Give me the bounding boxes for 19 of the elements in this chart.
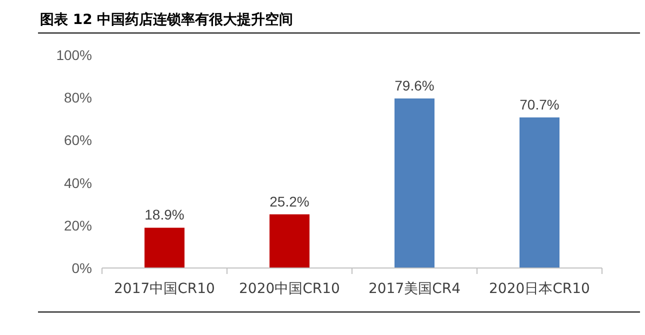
data-label: 79.6%: [394, 77, 434, 94]
chart-title: 图表 12 中国药店连锁率有很大提升空间: [40, 11, 294, 28]
data-label: 70.7%: [520, 96, 560, 112]
y-tick-label: 0%: [72, 260, 92, 276]
x-tick-label: 2017中国CR10: [114, 281, 215, 297]
bar: [394, 98, 434, 268]
bar: [520, 117, 560, 268]
x-tick-label: 2020日本CR10: [489, 281, 590, 297]
data-label: 18.9%: [144, 206, 184, 223]
data-label: 25.2%: [270, 193, 310, 210]
y-tick-label: 100%: [56, 47, 92, 63]
x-tick-label: 2017美国CR4: [368, 281, 461, 297]
y-tick-label: 40%: [64, 174, 92, 191]
x-tick-label: 2020中国CR10: [239, 281, 340, 297]
y-tick-label: 80%: [64, 90, 92, 106]
bar: [144, 228, 184, 268]
y-tick-label: 60%: [64, 132, 92, 148]
y-tick-label: 20%: [64, 217, 92, 234]
bar: [270, 214, 310, 268]
